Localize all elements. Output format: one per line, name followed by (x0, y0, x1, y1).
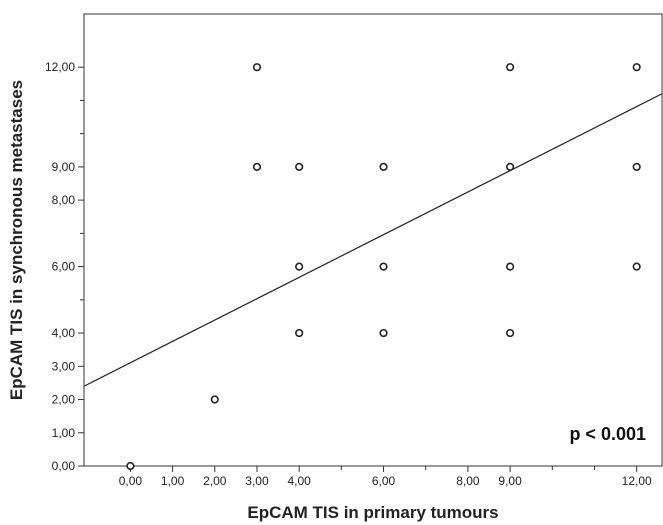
x-tick-label: 1,00 (161, 474, 185, 488)
x-tick-label: 0,00 (119, 474, 143, 488)
data-point (295, 262, 304, 271)
data-point (506, 162, 515, 171)
x-axis: 0,00 1,00 2,00 3,00 4,00 6,00 8,00 9,00 12,00 (119, 466, 652, 488)
x-tick-label: 12,00 (622, 474, 652, 488)
plot-area (83, 13, 663, 467)
data-point (506, 63, 515, 72)
data-point (506, 262, 515, 271)
y-tick-label: 6,00 (52, 260, 76, 274)
data-point (506, 328, 515, 338)
data-point (632, 262, 641, 271)
y-tick-label: 8,00 (52, 193, 76, 207)
x-tick-label: 8,00 (456, 474, 480, 488)
data-point (252, 162, 262, 171)
y-tick-label: 12,00 (45, 60, 75, 74)
p-value-annotation: p < 0.001 (569, 424, 646, 444)
data-point (210, 395, 219, 404)
y-tick-label: 9,00 (52, 160, 76, 174)
data-point (379, 328, 388, 338)
data-point (632, 162, 641, 171)
regression-line (83, 93, 663, 387)
data-points (126, 63, 641, 471)
data-point (252, 63, 262, 72)
x-tick-label: 3,00 (245, 474, 269, 488)
data-point (379, 262, 388, 271)
y-tick-label: 3,00 (52, 359, 76, 373)
y-tick-label: 4,00 (52, 326, 76, 340)
data-point (379, 162, 388, 171)
y-tick-label: 0,00 (52, 459, 76, 473)
data-point (295, 328, 304, 338)
y-axis-title: EpCAM TIS in synchronous metastases (7, 80, 26, 400)
x-tick-label: 9,00 (498, 474, 522, 488)
x-tick-label: 6,00 (372, 474, 396, 488)
y-axis: 0,00 1,00 2,00 3,00 4,00 6,00 8,00 9,00 12,00 (45, 60, 84, 473)
y-tick-label: 2,00 (52, 393, 76, 407)
data-point (295, 162, 304, 171)
data-point (632, 63, 641, 72)
y-tick-label: 1,00 (52, 426, 76, 440)
x-tick-label: 2,00 (203, 474, 227, 488)
x-tick-label: 4,00 (287, 474, 311, 488)
x-axis-title: EpCAM TIS in primary tumours (247, 503, 498, 522)
data-point (126, 461, 135, 471)
regression-line-layer (83, 93, 663, 387)
